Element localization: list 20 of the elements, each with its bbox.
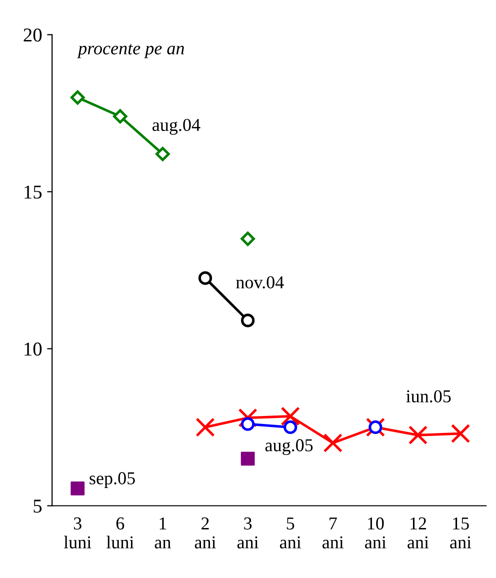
y-axis-title: procente pe an — [77, 44, 184, 58]
x-tick-label: 15 ani — [450, 517, 472, 548]
x-tick-label: 6 luni — [106, 517, 134, 548]
x-tick-label: 2 ani — [194, 517, 216, 548]
x-tick-label: 7 ani — [322, 518, 344, 548]
x-tick-label: 3 luni — [64, 517, 92, 548]
x-tick-label: 12 ani — [408, 517, 429, 548]
y-tick-label: 10 — [24, 342, 42, 356]
y-tick-label: 20 — [24, 28, 42, 42]
annotation: nov.04 — [236, 276, 284, 288]
x-tick-label: 1 an — [154, 517, 171, 548]
annotation: aug.05 — [265, 439, 313, 456]
annotation: iun.05 — [406, 390, 451, 402]
annotation: sep.05 — [90, 472, 135, 488]
x-tick-label: 3 ani — [237, 517, 258, 548]
annotation: aug.04 — [152, 118, 200, 135]
x-tick-label: 10 ani — [365, 517, 386, 548]
y-tick-label: 15 — [24, 186, 42, 199]
x-tick-label: 5 ani — [280, 518, 302, 548]
y-tick-label: 5 — [34, 500, 42, 513]
